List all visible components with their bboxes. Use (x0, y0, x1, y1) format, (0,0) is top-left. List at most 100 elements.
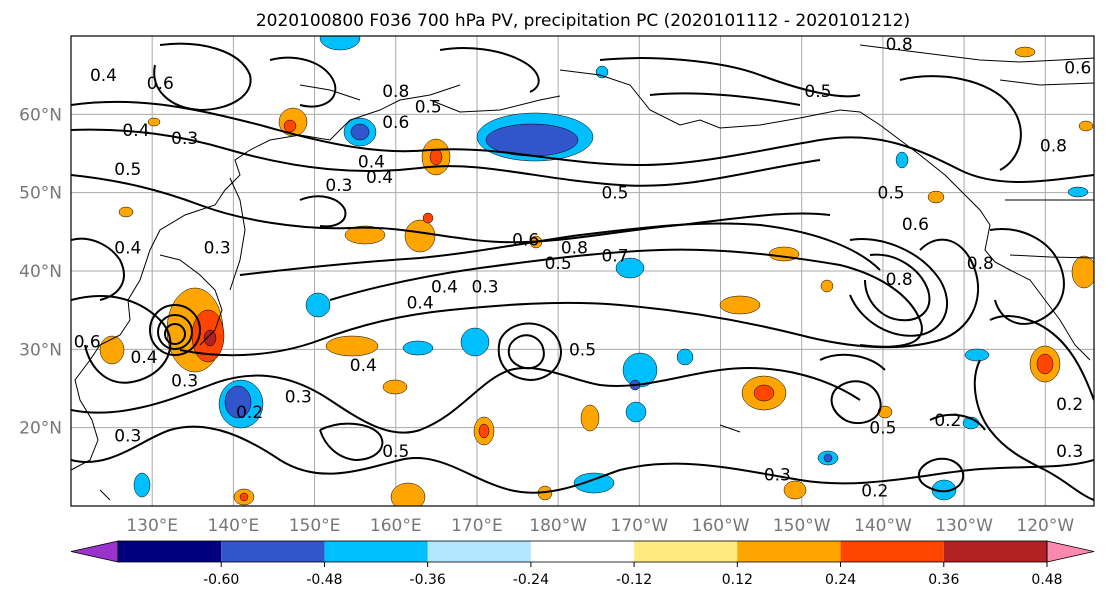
y-tick-label: 40°N (19, 262, 62, 282)
contour-label: 0.8 (886, 270, 913, 290)
contour-label: 0.5 (545, 254, 572, 274)
precip-area (429, 148, 443, 166)
contour-label: 0.5 (804, 82, 831, 102)
precip-area (390, 482, 426, 506)
pv-contour-line (819, 353, 886, 371)
coastline (999, 79, 1094, 86)
contour-labels: 0.4 0.6 0.3 0.4 0.5 0.3 0.4 0.3 0.4 0.6 0.4 0.3 0.2 0… (74, 35, 1092, 501)
precip-area (676, 348, 694, 366)
x-tick-label: 170°E (451, 516, 503, 536)
coastline (429, 95, 561, 113)
precip-area (820, 279, 834, 293)
y-tick-label: 20°N (19, 419, 62, 439)
y-tick-label: 60°N (19, 105, 62, 125)
x-tick-label: 170°W (610, 516, 668, 536)
colorbar-tick-label: -0.36 (410, 572, 446, 588)
contour-label: 0.3 (114, 427, 141, 447)
precip-area (239, 492, 249, 502)
x-tick-label: 130°W (935, 516, 993, 536)
pv-contour-line (989, 228, 1065, 325)
precip-area (895, 151, 909, 169)
colorbar-segment (737, 541, 841, 562)
contour-label: 0.2 (861, 481, 888, 501)
precip-area (1071, 255, 1094, 289)
precip-area (823, 453, 833, 463)
colorbar-segment (634, 541, 738, 562)
precip-area (147, 117, 161, 127)
pv-contour-line (157, 314, 194, 350)
map-area: 0.4 0.6 0.3 0.4 0.5 0.3 0.4 0.3 0.4 0.6 0.4 0.3 0.2 0… (70, 35, 1095, 507)
pv-contour-line (71, 295, 172, 384)
colorbar-extend-max (1046, 540, 1095, 563)
precip-area (460, 327, 490, 357)
precip-area (118, 206, 134, 218)
colorbar-frame (117, 540, 1048, 563)
contour-label: 0.7 (601, 246, 628, 266)
colorbar-tick-label: 0.12 (722, 572, 753, 588)
precip-area (478, 423, 490, 439)
precip-area (319, 36, 361, 51)
colorbar: -0.60 -0.48 -0.36 -0.24 -0.12 0.12 0.24 0.36 0.4… (70, 540, 1095, 588)
contour-label: 0.8 (886, 35, 913, 55)
colorbar-tick-label: -0.12 (616, 572, 652, 588)
chart-title: 2020100800 F036 700 hPa PV, precipitatio… (256, 11, 910, 31)
precip-area (305, 292, 331, 318)
contour-label: 0.3 (171, 129, 198, 149)
precip-area (133, 472, 151, 498)
pv-contour-line (153, 42, 252, 112)
contour-label: 0.5 (878, 184, 905, 204)
x-tick-label: 180°W (529, 516, 587, 536)
contour-label: 0.8 (561, 239, 588, 259)
x-tick-label: 150°W (773, 516, 831, 536)
precip-area (325, 335, 379, 357)
contour-label: 0.4 (90, 66, 117, 86)
contour-label: 0.4 (131, 348, 158, 368)
contour-label: 0.3 (171, 372, 198, 392)
gridlines (71, 36, 1094, 506)
precip-area (1067, 186, 1089, 198)
pv-contour-line (319, 422, 384, 462)
precip-area (382, 379, 408, 395)
pv-contour-line (917, 457, 965, 493)
colorbar-tick-label: -0.48 (306, 572, 342, 588)
contour-label: 0.8 (1040, 137, 1067, 157)
pv-contour-line (649, 92, 801, 106)
coastline (229, 177, 246, 291)
x-tick-label: 140°E (208, 516, 260, 536)
colorbar-segment (118, 541, 222, 562)
pv-contour-line (973, 359, 1094, 501)
contour-label: 0.6 (902, 215, 929, 235)
precip-area (350, 123, 370, 141)
contour-label: 0.3 (764, 466, 791, 486)
contour-label: 0.4 (431, 278, 458, 298)
contour-label: 0.4 (366, 168, 393, 188)
precip-area (719, 295, 761, 315)
contour-label: 0.3 (325, 176, 352, 196)
x-tick-label: 160°W (692, 516, 750, 536)
precip-area (402, 340, 434, 356)
coastline (71, 84, 461, 471)
pv-contour-line (71, 425, 1094, 494)
pv-contour-line (439, 47, 540, 93)
precip-area (964, 348, 990, 362)
precip-area (622, 352, 658, 388)
pv-contour-line (71, 237, 125, 301)
x-tick-label: 160°E (370, 516, 422, 536)
contour-label: 0.5 (415, 98, 442, 118)
map-frame (70, 35, 1095, 507)
pv-contour-line (71, 128, 821, 187)
precip-area (877, 405, 893, 419)
precip-area (99, 335, 125, 365)
x-axis-ticks: 130°E 140°E 150°E 160°E 170°E 180°W 170°W 160°W… (126, 516, 1074, 536)
colorbar-segment (427, 541, 531, 562)
contour-label: 0.8 (967, 254, 994, 274)
contour-label: 0.5 (382, 442, 409, 462)
y-tick-label: 30°N (19, 340, 62, 360)
contour-label: 0.6 (147, 74, 174, 94)
contour-label: 0.3 (472, 278, 499, 298)
precip-area (203, 329, 217, 347)
colorbar-tick-label: 0.24 (825, 572, 856, 588)
precip-area (573, 472, 615, 494)
colorbar-tick-label: 0.36 (928, 572, 959, 588)
contour-label: 0.4 (122, 121, 149, 141)
